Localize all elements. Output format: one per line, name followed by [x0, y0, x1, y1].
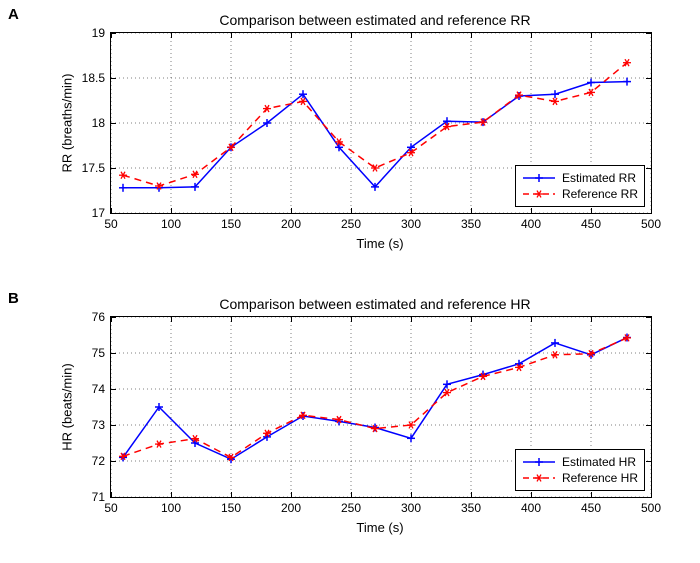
chart-b: Comparison between estimated and referen…	[70, 296, 680, 535]
xtick-label: 250	[341, 213, 361, 231]
chart-b-xlabel: Time (s)	[110, 520, 650, 535]
legend-label: Estimated HR	[562, 454, 636, 470]
chart-a: Comparison between estimated and referen…	[70, 12, 680, 251]
ytick-label: 18	[92, 116, 111, 130]
ytick-label: 17.5	[82, 161, 111, 175]
legend-label: Estimated RR	[562, 170, 636, 186]
legend-entry: Estimated HR	[522, 454, 638, 470]
xtick-label: 400	[521, 213, 541, 231]
xtick-label: 300	[401, 213, 421, 231]
ytick-label: 75	[92, 346, 111, 360]
panel-label-a: A	[8, 6, 19, 23]
legend-entry: Reference HR	[522, 470, 638, 486]
chart-a-xlabel: Time (s)	[110, 236, 650, 251]
legend-label: Reference HR	[562, 470, 638, 486]
xtick-label: 350	[461, 497, 481, 515]
chart-b-plot-area: HR (beats/min) Estimated HRReference HR …	[110, 316, 652, 498]
legend-label: Reference RR	[562, 186, 638, 202]
xtick-label: 50	[104, 497, 117, 515]
ytick-label: 73	[92, 418, 111, 432]
xtick-label: 500	[641, 497, 661, 515]
legend-swatch	[522, 187, 556, 201]
xtick-label: 350	[461, 213, 481, 231]
legend-swatch	[522, 455, 556, 469]
xtick-label: 150	[221, 497, 241, 515]
chart-a-title: Comparison between estimated and referen…	[70, 12, 680, 28]
ytick-label: 76	[92, 310, 111, 324]
xtick-label: 200	[281, 497, 301, 515]
legend-entry: Estimated RR	[522, 170, 638, 186]
xtick-label: 200	[281, 213, 301, 231]
xtick-label: 50	[104, 213, 117, 231]
chart-b-title: Comparison between estimated and referen…	[70, 296, 680, 312]
ytick-label: 72	[92, 454, 111, 468]
legend-swatch	[522, 471, 556, 485]
xtick-label: 500	[641, 213, 661, 231]
xtick-label: 450	[581, 497, 601, 515]
xtick-label: 400	[521, 497, 541, 515]
panel-label-b: B	[8, 290, 19, 307]
chart-b-ylabel: HR (beats/min)	[60, 363, 75, 450]
xtick-label: 150	[221, 213, 241, 231]
xtick-label: 250	[341, 497, 361, 515]
ytick-label: 18.5	[82, 71, 111, 85]
chart-b-legend: Estimated HRReference HR	[515, 449, 645, 491]
xtick-label: 100	[161, 497, 181, 515]
chart-a-ylabel: RR (breaths/min)	[60, 74, 75, 173]
xtick-label: 300	[401, 497, 421, 515]
chart-a-plot-area: RR (breaths/min) Estimated RRReference R…	[110, 32, 652, 214]
chart-a-legend: Estimated RRReference RR	[515, 165, 645, 207]
xtick-label: 100	[161, 213, 181, 231]
legend-swatch	[522, 171, 556, 185]
legend-entry: Reference RR	[522, 186, 638, 202]
figure-page: { "panels": { "A": { "label": "A", "titl…	[0, 0, 700, 563]
ytick-label: 74	[92, 382, 111, 396]
xtick-label: 450	[581, 213, 601, 231]
ytick-label: 19	[92, 26, 111, 40]
